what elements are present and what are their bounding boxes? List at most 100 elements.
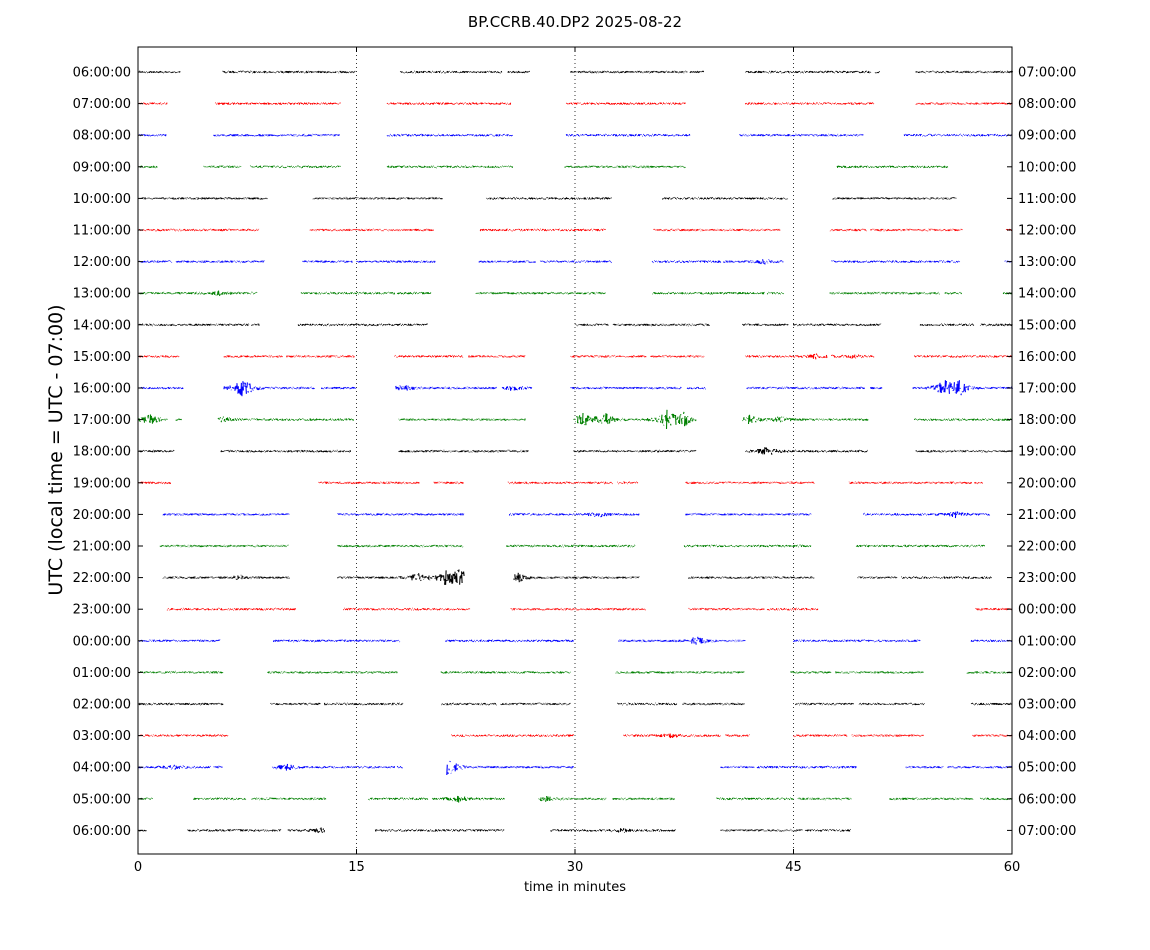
trace-segment bbox=[745, 70, 872, 74]
trace-segment bbox=[862, 511, 991, 519]
trace-segment bbox=[804, 828, 851, 832]
row-time-label-right: 06:00:00 bbox=[1018, 792, 1076, 807]
trace-segment bbox=[905, 765, 944, 769]
row-time-label-right: 18:00:00 bbox=[1018, 413, 1076, 428]
trace-segment bbox=[848, 481, 972, 485]
trace-segment bbox=[386, 102, 512, 106]
trace-segment bbox=[746, 386, 865, 390]
row-time-label-left: 09:00:00 bbox=[73, 160, 131, 175]
trace-segment bbox=[612, 323, 710, 327]
trace-segment bbox=[300, 291, 396, 295]
trace-segment bbox=[175, 418, 182, 421]
trace-segment bbox=[716, 797, 795, 801]
trace-segment bbox=[214, 102, 341, 106]
row-time-label-right: 08:00:00 bbox=[1018, 97, 1076, 112]
trace-segment bbox=[650, 354, 705, 359]
trace-segment bbox=[475, 291, 606, 295]
trace-row bbox=[139, 70, 1013, 74]
trace-segment bbox=[870, 228, 963, 232]
trace-segment bbox=[399, 70, 503, 74]
trace-segment bbox=[570, 354, 647, 358]
trace-segment bbox=[500, 702, 571, 706]
trace-segment bbox=[217, 416, 355, 423]
x-tick-label: 30 bbox=[567, 860, 584, 875]
trace-segment bbox=[622, 733, 721, 739]
trace-segment bbox=[485, 196, 612, 200]
trace-segment bbox=[661, 196, 789, 200]
row-time-label-left: 21:00:00 bbox=[73, 540, 131, 555]
trace-row bbox=[137, 481, 984, 485]
trace-row bbox=[139, 636, 1013, 645]
row-time-label-left: 07:00:00 bbox=[73, 97, 131, 112]
trace-row bbox=[138, 353, 1013, 360]
trace-segment bbox=[745, 447, 868, 455]
trace-segment bbox=[616, 481, 639, 485]
trace-segment bbox=[337, 569, 465, 585]
row-time-label-left: 18:00:00 bbox=[73, 445, 131, 460]
trace-segment bbox=[739, 133, 864, 137]
trace-segment bbox=[573, 449, 697, 453]
trace-segment bbox=[468, 354, 526, 358]
trace-segment bbox=[915, 70, 1013, 74]
trace-segment bbox=[270, 702, 321, 706]
trace-segment bbox=[337, 512, 465, 516]
trace-segment bbox=[792, 323, 882, 327]
trace-segment bbox=[653, 228, 781, 232]
trace-segment bbox=[851, 734, 924, 738]
row-time-label-right: 12:00:00 bbox=[1018, 224, 1076, 239]
row-time-label-left: 19:00:00 bbox=[73, 476, 131, 491]
trace-segment bbox=[431, 795, 506, 803]
trace-segment bbox=[394, 354, 464, 358]
row-time-label-right: 11:00:00 bbox=[1018, 192, 1076, 207]
row-time-label-right: 14:00:00 bbox=[1018, 287, 1076, 302]
trace-segment bbox=[975, 607, 1013, 611]
trace-segment bbox=[433, 481, 464, 485]
row-time-label-left: 00:00:00 bbox=[73, 634, 131, 649]
trace-segment bbox=[213, 765, 223, 769]
row-time-label-right: 20:00:00 bbox=[1018, 476, 1076, 491]
x-tick-label: 60 bbox=[1004, 860, 1021, 875]
trace-row bbox=[162, 511, 991, 519]
trace-segment bbox=[619, 828, 676, 834]
trace-segment bbox=[513, 572, 640, 583]
trace-segment bbox=[337, 544, 464, 548]
trace-segment bbox=[915, 101, 1013, 106]
trace-segment bbox=[720, 828, 803, 832]
trace-segment bbox=[830, 354, 875, 359]
row-time-label-left: 08:00:00 bbox=[73, 129, 131, 144]
row-time-label-left: 01:00:00 bbox=[73, 666, 131, 681]
plot-area bbox=[138, 47, 1012, 854]
trace-segment bbox=[396, 291, 432, 295]
trace-segment bbox=[685, 512, 812, 516]
row-time-label-left: 03:00:00 bbox=[73, 729, 131, 744]
row-time-label-left: 04:00:00 bbox=[73, 761, 131, 776]
trace-segment bbox=[507, 70, 530, 74]
trace-segment bbox=[979, 797, 1013, 801]
trace-segment bbox=[564, 165, 686, 169]
trace-segment bbox=[912, 380, 1013, 396]
row-time-label-right: 21:00:00 bbox=[1018, 508, 1076, 523]
trace-segment bbox=[903, 133, 1013, 137]
row-time-label-right: 19:00:00 bbox=[1018, 445, 1076, 460]
row-time-label-left: 14:00:00 bbox=[73, 318, 131, 333]
trace-segment bbox=[446, 760, 574, 776]
trace-segment bbox=[618, 636, 746, 645]
y-axis-label: UTC (local time = UTC - 07:00) bbox=[45, 304, 67, 595]
row-time-label-right: 10:00:00 bbox=[1018, 160, 1076, 175]
row-time-label-right: 17:00:00 bbox=[1018, 382, 1076, 397]
row-time-label-left: 06:00:00 bbox=[73, 66, 131, 81]
trace-segment bbox=[550, 828, 620, 833]
trace-segment bbox=[652, 291, 765, 295]
trace-segment bbox=[386, 165, 514, 169]
trace-segment bbox=[203, 165, 242, 169]
trace-segment bbox=[249, 165, 341, 169]
trace-row bbox=[139, 101, 1013, 106]
trace-segment bbox=[166, 607, 297, 611]
trace-segment bbox=[682, 702, 745, 706]
trace-segment bbox=[913, 354, 1013, 358]
trace-segment bbox=[139, 70, 181, 74]
trace-segment bbox=[615, 670, 745, 674]
trace-segment bbox=[889, 797, 974, 801]
trace-segment bbox=[857, 576, 898, 580]
